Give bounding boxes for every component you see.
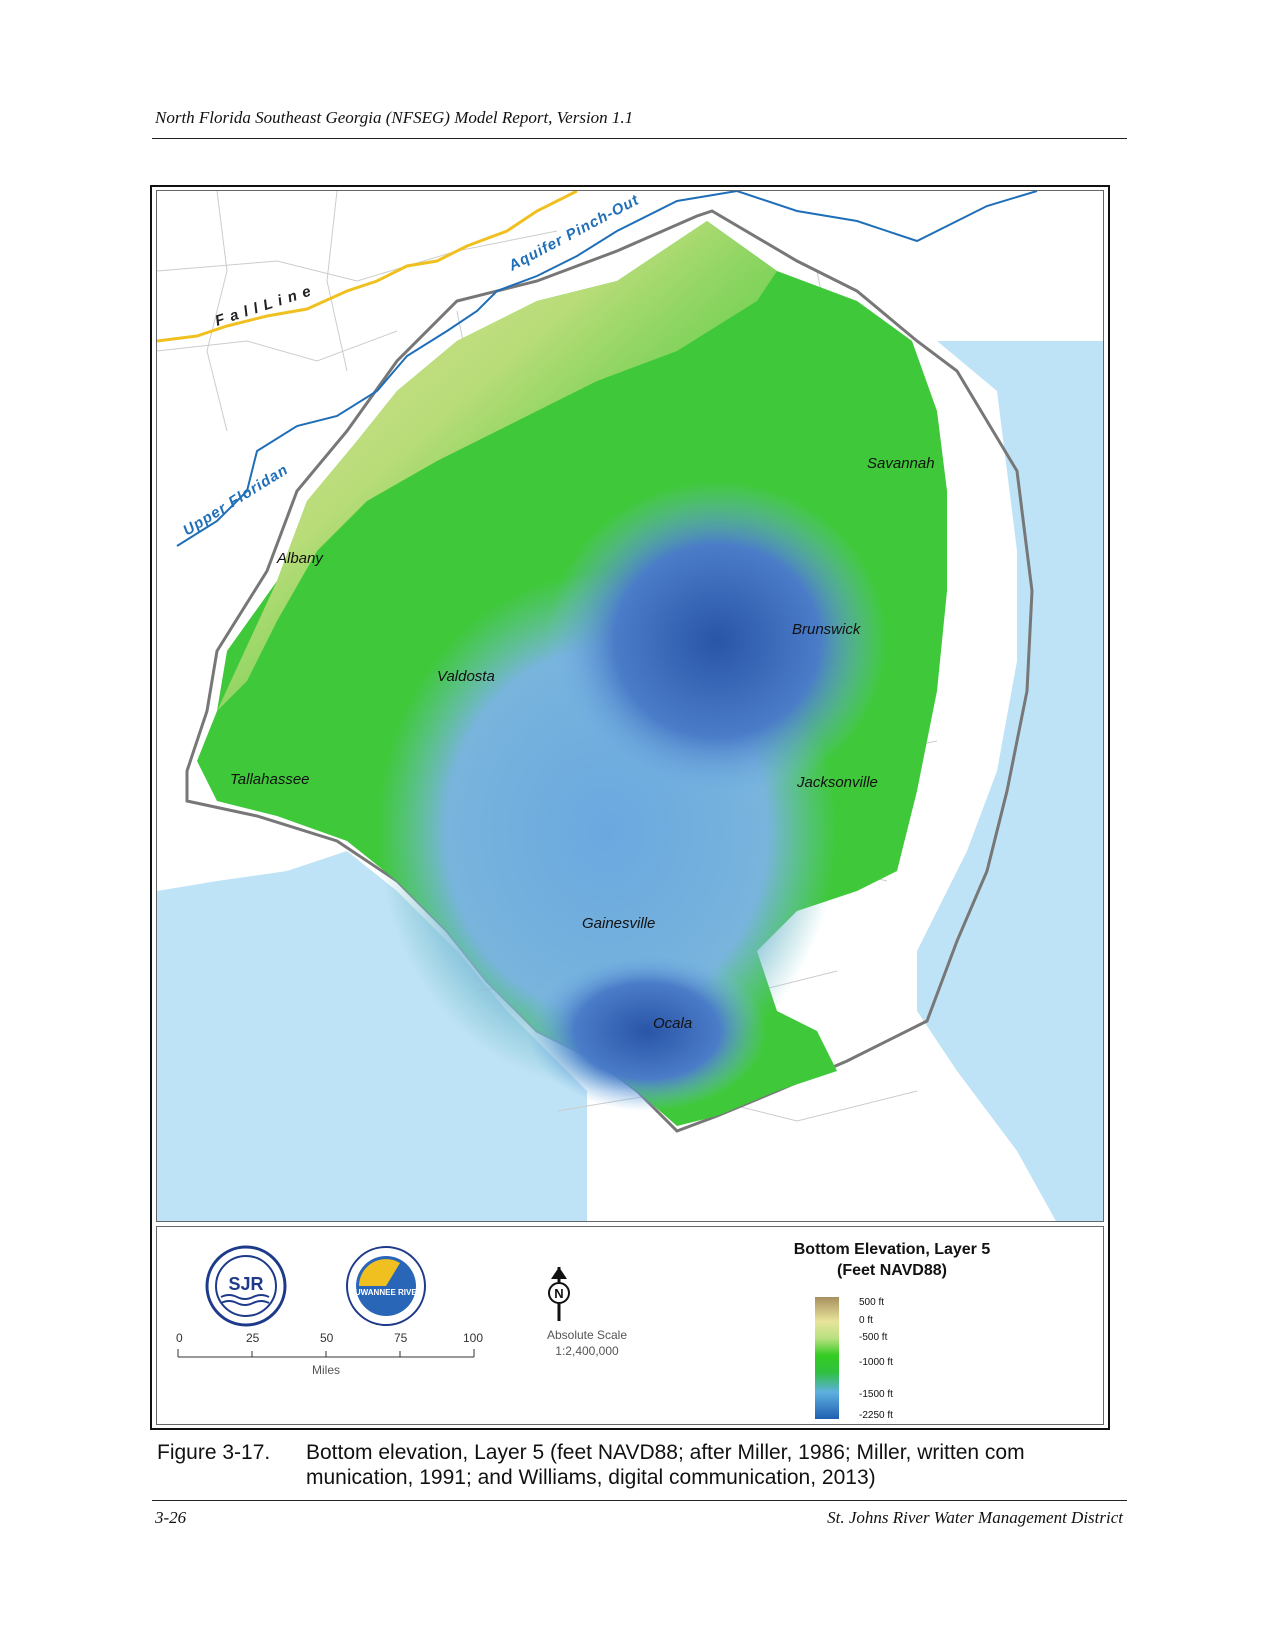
figure-frame: [150, 185, 1110, 1430]
aquifer-pinch-out-line: [176, 191, 1038, 547]
north-arrow-icon: N: [548, 1267, 570, 1321]
ramp-label-minus2250: -2250 ft: [859, 1410, 893, 1421]
absolute-scale: Absolute Scale 1:2,400,000: [537, 1327, 637, 1359]
header-rule: [152, 138, 1127, 139]
scale-tick-25: 25: [246, 1331, 260, 1345]
map-canvas: F a l l L i n e Aquifer Pinch-Out Upper …: [157, 191, 1103, 1221]
scale-unit: Miles: [312, 1363, 341, 1377]
city-brunswick: Brunswick: [792, 621, 862, 638]
figure-caption-text: Bottom elevation, Layer 5 (feet NAVD88; …: [306, 1441, 1025, 1489]
absolute-scale-label: Absolute Scale: [546, 1328, 628, 1342]
city-ocala: Ocala: [653, 1015, 692, 1032]
legend-title-line2: (Feet NAVD88): [837, 1262, 947, 1279]
elevation-map: F a l l L i n e Aquifer Pinch-Out Upper …: [156, 190, 1104, 1222]
scale-bar-line: [177, 1349, 475, 1358]
sjr-logo-text: SJR: [228, 1274, 263, 1294]
ramp-label-0: 0 ft: [859, 1315, 873, 1326]
high-elevation-zone: [217, 221, 777, 711]
footer-organization: St. Johns River Water Management Distric…: [827, 1508, 1123, 1527]
gulf-of-mexico: [157, 851, 587, 1221]
scale-tick-75: 75: [394, 1331, 408, 1345]
page-number: 3-26: [155, 1508, 187, 1527]
sjrwmd-logo: SJR: [205, 1245, 287, 1327]
scale-tick-100: 100: [463, 1331, 484, 1345]
deep-zone-north: [547, 481, 887, 801]
srwmd-logo: SUWANNEE RIVER: [346, 1246, 426, 1326]
city-gainesville: Gainesville: [582, 915, 655, 932]
ramp-label-minus1500: -1500 ft: [859, 1389, 893, 1400]
figure-number: Figure 3-17.: [157, 1441, 271, 1464]
fall-line: [157, 191, 578, 343]
deep-zone-south: [527, 951, 767, 1111]
scale-tick-50: 50: [320, 1331, 334, 1345]
city-valdosta: Valdosta: [437, 668, 495, 685]
footer-rule: [152, 1500, 1127, 1501]
report-header: North Florida Southeast Georgia (NFSEG) …: [155, 108, 634, 127]
map-legend: SJR SUWANNEE RIVER N Absolute Scale 1:2,…: [156, 1226, 1104, 1425]
srwmd-logo-text: SUWANNEE RIVER: [350, 1288, 423, 1297]
city-tallahassee: Tallahassee: [230, 771, 310, 788]
absolute-scale-value: 1:2,400,000: [555, 1344, 619, 1358]
city-jacksonville: Jacksonville: [796, 774, 878, 791]
ramp-label-minus1000: -1000 ft: [859, 1357, 893, 1368]
north-arrow-label: N: [554, 1286, 563, 1301]
city-savannah: Savannah: [867, 455, 935, 472]
ramp-label-500: 500 ft: [859, 1297, 885, 1308]
elevation-color-ramp: [815, 1297, 839, 1419]
scale-tick-0: 0: [176, 1331, 183, 1345]
legend-title-line1: Bottom Elevation, Layer 5: [793, 1241, 991, 1258]
city-albany: Albany: [276, 550, 324, 567]
legend-title: Bottom Elevation, Layer 5 (Feet NAVD88): [757, 1239, 1027, 1281]
ramp-label-minus500: -500 ft: [859, 1332, 888, 1343]
